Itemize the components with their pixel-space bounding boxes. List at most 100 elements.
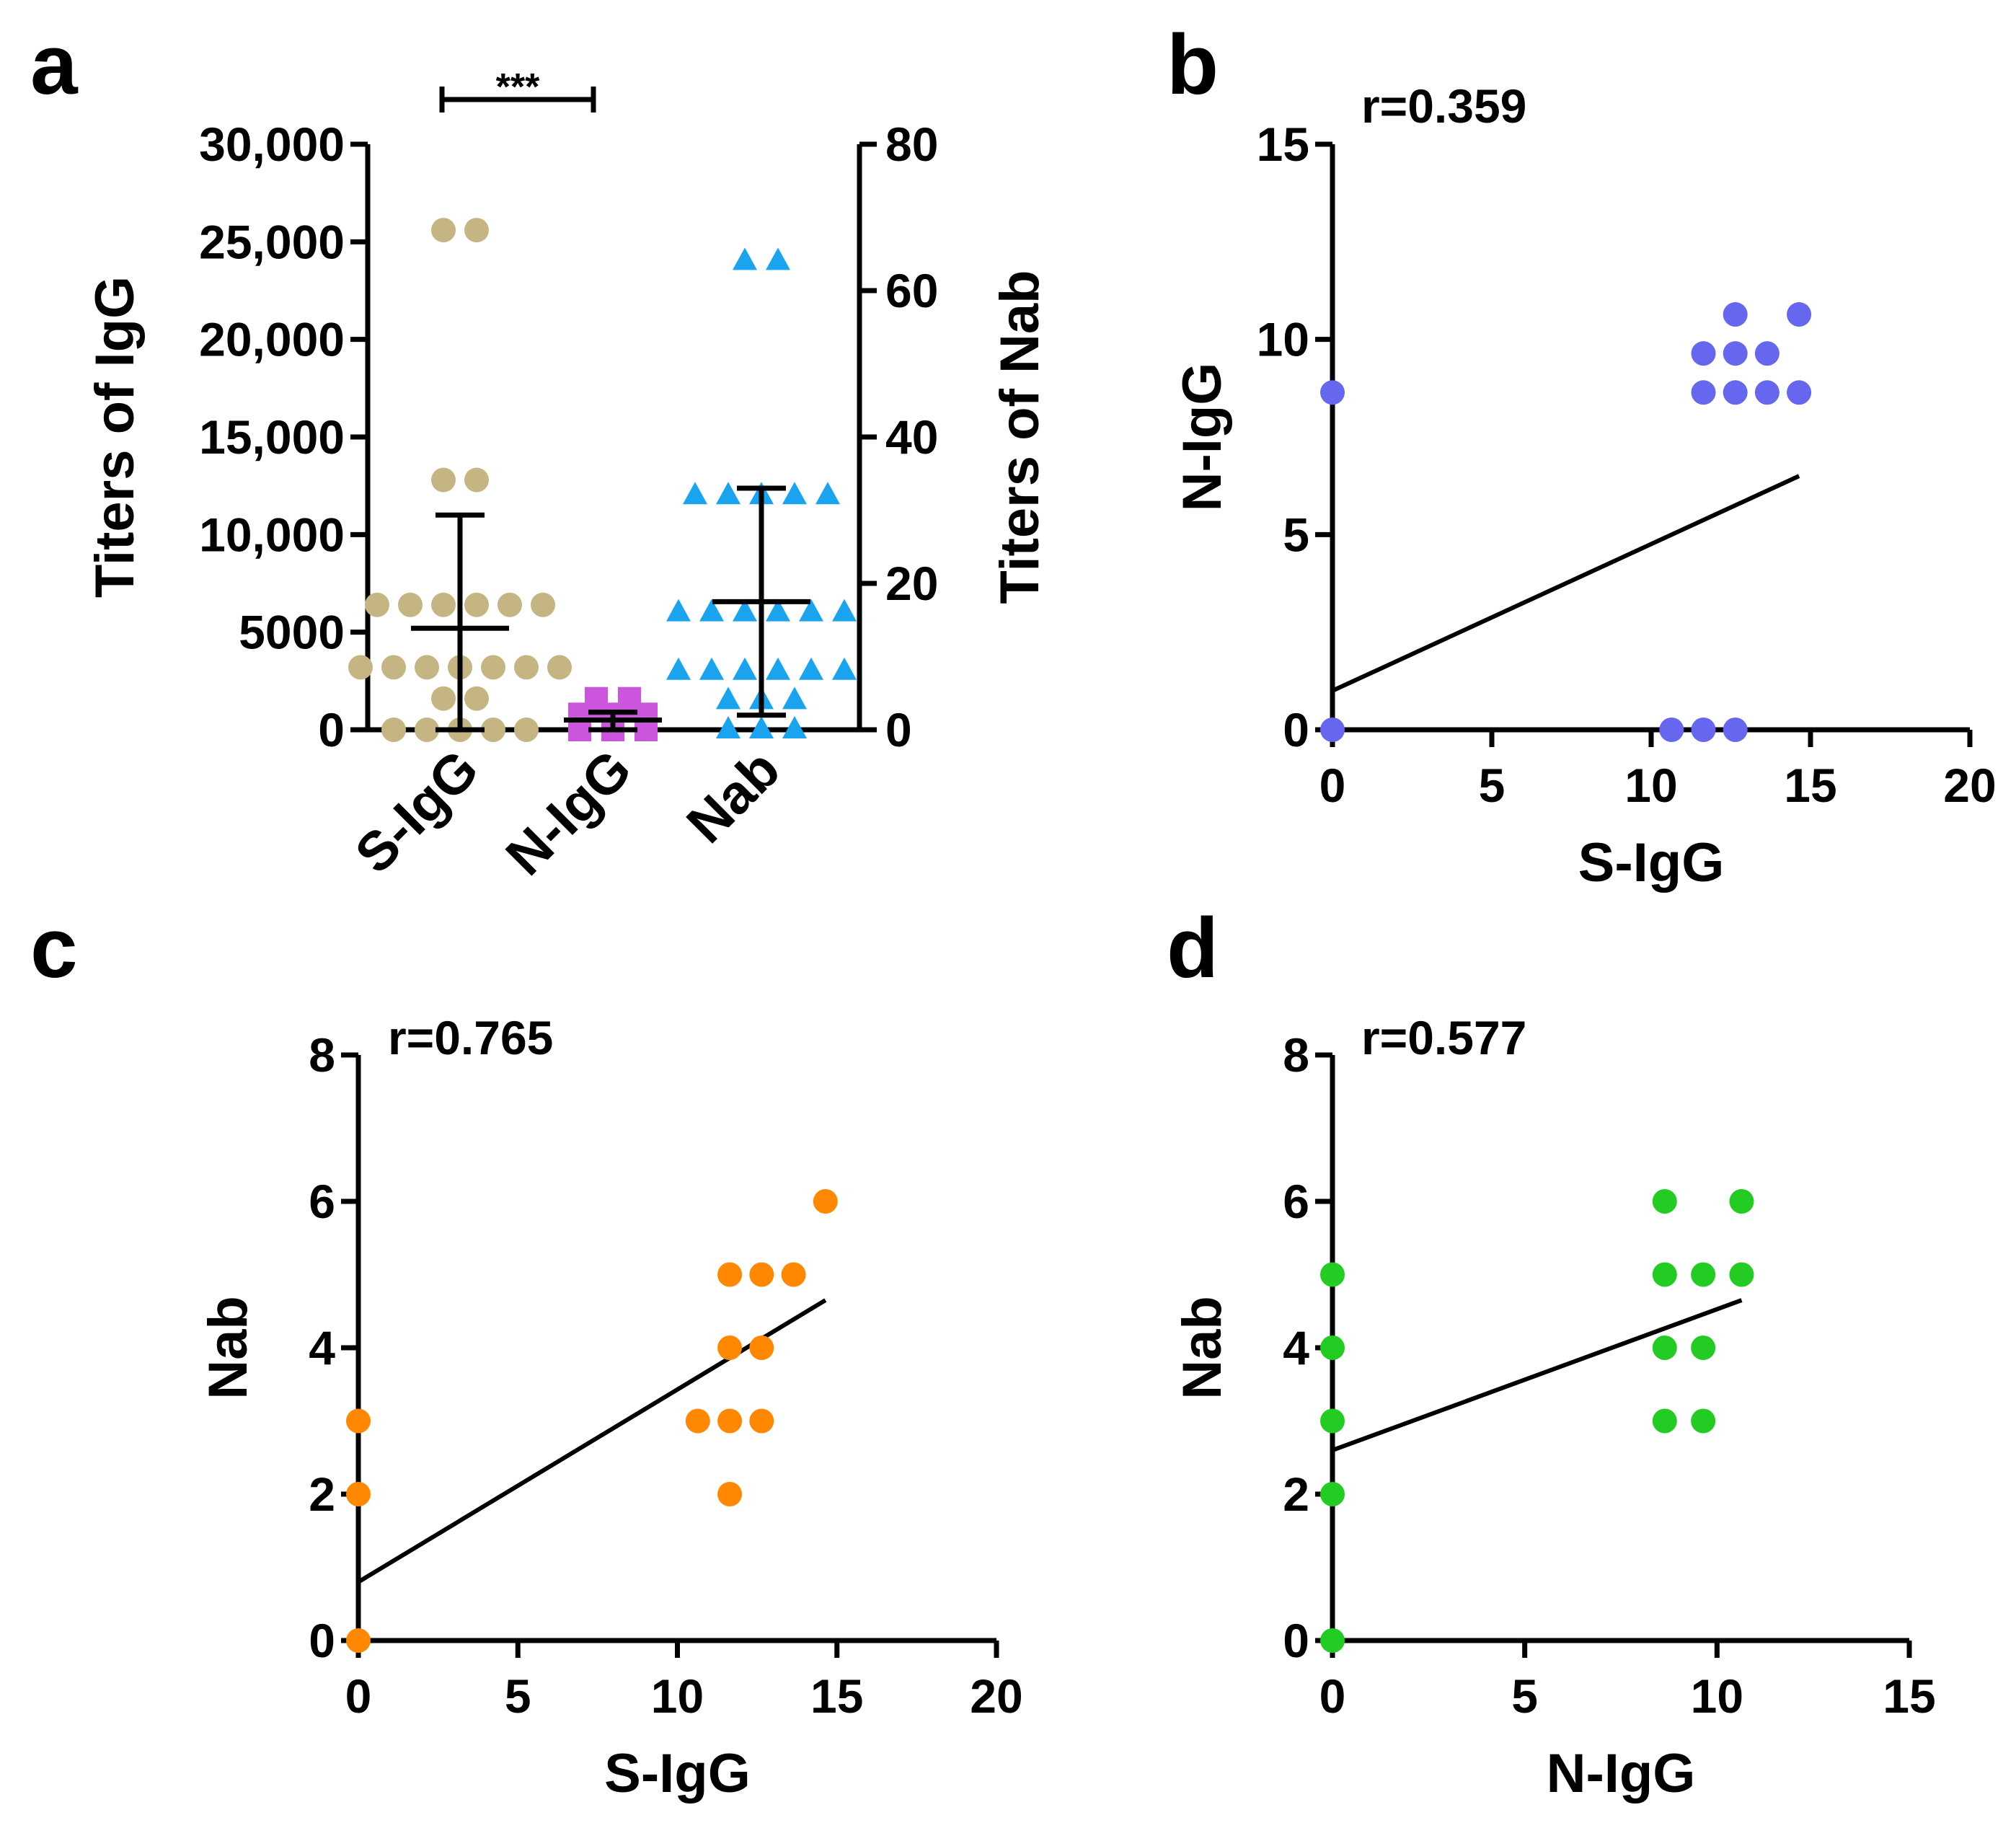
correlation-label: r=0.765 [388, 1011, 553, 1064]
data-point [717, 1262, 743, 1287]
panel-letter-d: d [1167, 901, 1219, 996]
x-axis-title: S-IgG [1578, 832, 1725, 893]
y-tick-left-label: 25,000 [199, 215, 345, 268]
data-point [781, 1262, 806, 1287]
y-tick-label: 10 [1257, 313, 1309, 366]
nab-point [733, 599, 757, 622]
y-tick-left-label: 20,000 [199, 313, 345, 366]
x-tick-label: 20 [1943, 759, 1996, 812]
s-igg-point [498, 592, 522, 617]
panel-c: c 0 2 4 6 8 0 5 10 15 20 S-IgG Nab r=0.765 [30, 901, 1023, 1804]
x-tick-label: 0 [1319, 1669, 1346, 1723]
s-igg-point [381, 655, 406, 680]
s-igg-point [381, 718, 406, 742]
y-tick-label: 5 [1283, 508, 1309, 561]
n-igg-point [618, 686, 641, 710]
n-igg-point [585, 686, 608, 710]
s-igg-point [464, 592, 489, 617]
y-tick-label: 0 [1283, 703, 1309, 756]
significance-label: *** [496, 66, 540, 108]
data-point [1691, 380, 1716, 405]
x-category-label: N-IgG [495, 738, 643, 887]
data-point [346, 1482, 371, 1506]
x-category-label: Nab [675, 738, 792, 855]
data-point [1754, 380, 1780, 405]
data-point [1787, 380, 1812, 405]
y-tick-left-label: 10,000 [199, 508, 345, 561]
s-igg-point [481, 655, 505, 680]
x-tick-label: 10 [1691, 1669, 1743, 1723]
y-tick-right-label: 0 [885, 703, 912, 756]
s-igg-point [415, 655, 439, 680]
data-point [1320, 1336, 1345, 1360]
data-point [717, 1336, 743, 1360]
x-category-label: S-IgG [344, 738, 490, 885]
data-point [1691, 341, 1716, 366]
nab-point [749, 716, 774, 738]
s-igg-point [514, 718, 539, 742]
s-igg-point [365, 592, 389, 617]
nab-point [782, 482, 807, 505]
correlation-label: r=0.577 [1361, 1011, 1526, 1064]
y-tick-right-label: 60 [885, 264, 938, 317]
nab-point [666, 599, 691, 622]
y-tick-left-label: 5000 [239, 606, 345, 659]
y-tick-left-label: 30,000 [199, 118, 345, 171]
nab-point [799, 599, 823, 622]
nab-point [782, 686, 807, 710]
y-tick-label: 2 [1283, 1467, 1309, 1521]
y-tick-right-label: 80 [885, 118, 938, 171]
regression-line [357, 1298, 827, 1584]
data-point [717, 1408, 743, 1434]
data-point [1691, 1408, 1716, 1434]
nab-point [699, 599, 724, 622]
data-point [1691, 1336, 1716, 1360]
nab-point [666, 657, 691, 680]
nab-point [716, 482, 740, 505]
regression-line [1331, 1298, 1743, 1452]
nab-point [716, 716, 740, 738]
y-tick-left-label: 0 [318, 703, 345, 756]
y-axis-title: Nab [1172, 1296, 1233, 1400]
nab-point [766, 657, 790, 680]
y-tick-label: 8 [1283, 1028, 1309, 1082]
data-point [749, 1336, 774, 1360]
s-igg-point [531, 592, 555, 617]
y-axis-title: Nab [198, 1296, 259, 1400]
x-tick-label: 5 [505, 1669, 531, 1723]
nab-point [733, 247, 757, 270]
x-tick-label: 20 [970, 1669, 1022, 1723]
data-point [717, 1482, 743, 1506]
panel-letter-b: b [1167, 17, 1219, 112]
regression-line [1331, 474, 1800, 693]
x-tick-label: 15 [1784, 759, 1836, 812]
s-igg-point [431, 218, 456, 243]
nab-point [766, 247, 790, 270]
data-point [1659, 718, 1684, 742]
y-tick-label: 4 [309, 1321, 335, 1374]
data-point [749, 1262, 774, 1287]
y-tick-label: 8 [309, 1028, 335, 1082]
panel-a: a 0 5000 10,000 15,000 20,000 25,000 30,000 0 2… [30, 17, 1051, 887]
data-point [1652, 1189, 1677, 1214]
y-tick-left-label: 15,000 [199, 410, 345, 464]
x-tick-label: 10 [651, 1669, 704, 1723]
data-point [1723, 380, 1748, 405]
y-axis-title-right: Titers of Nab [989, 270, 1051, 604]
correlation-label: r=0.359 [1361, 79, 1526, 133]
s-igg-point [431, 592, 456, 617]
y-tick-label: 15 [1257, 118, 1309, 171]
panel-letter-c: c [30, 901, 78, 996]
data-point [1320, 1408, 1345, 1434]
nab-point [716, 686, 740, 710]
x-tick-label: 0 [1319, 759, 1346, 812]
y-tick-label: 6 [309, 1175, 335, 1228]
s-igg-point [481, 718, 505, 742]
s-igg-point [464, 686, 489, 711]
data-point [1320, 1262, 1345, 1287]
s-igg-point [398, 592, 423, 617]
data-point [813, 1189, 838, 1214]
data-point [1652, 1408, 1677, 1434]
nab-point [683, 482, 707, 505]
data-point [1787, 302, 1812, 327]
